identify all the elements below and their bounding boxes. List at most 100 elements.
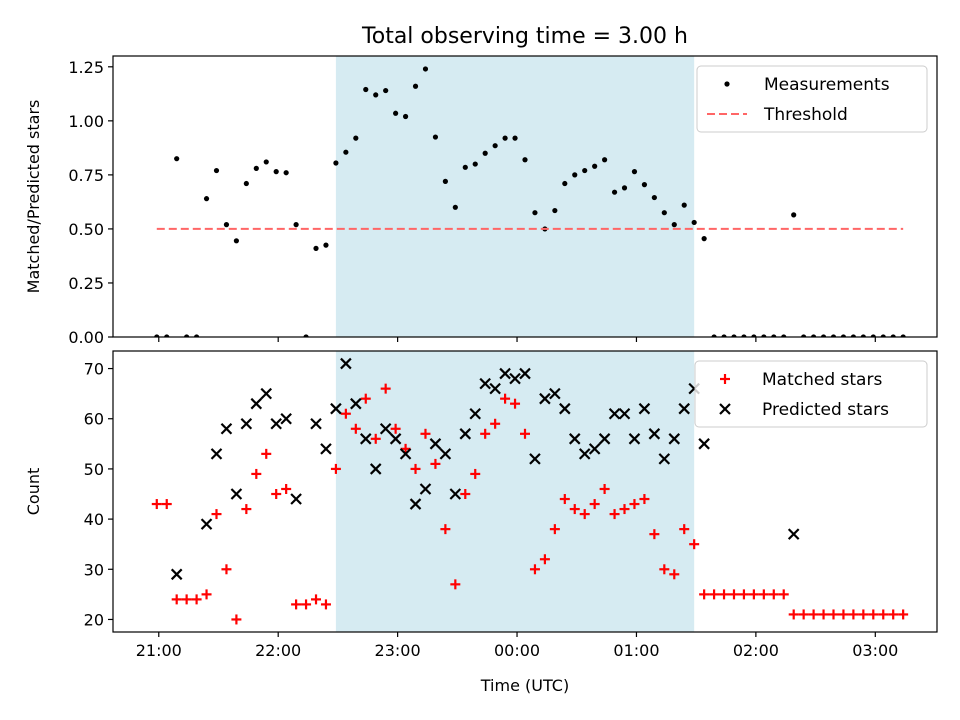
data-point-1-15 [350, 397, 362, 410]
data-point-1-50 [698, 438, 710, 450]
data-point-0-49 [641, 182, 648, 188]
data-point-0-71 [858, 609, 869, 620]
data-point-0-17 [323, 242, 329, 248]
data-point-1-0-b [170, 568, 183, 581]
data-point-0-42 [569, 504, 580, 515]
data-point-0-27 [422, 66, 429, 72]
data-point-1-10-b [290, 493, 302, 505]
data-point-1-41-b [608, 407, 621, 420]
data-point-1-17 [369, 463, 382, 475]
data-point-0-23 [383, 87, 389, 94]
data-point-0-39 [539, 554, 550, 565]
data-point-1-45-b [648, 428, 661, 440]
data-point-1-47 [668, 433, 681, 445]
data-point-0-16 [313, 245, 319, 251]
data-point-0-67 [820, 334, 827, 337]
data-point-1-46-b [658, 453, 671, 465]
y-tick-label-0: 20 [84, 610, 104, 629]
data-point-1-25-b [449, 488, 462, 500]
data-point-0-41 [559, 494, 570, 505]
data-point-1-44 [638, 402, 651, 415]
data-point-0-28 [432, 134, 439, 140]
data-point-1-39 [588, 443, 601, 455]
y-tick-label-1: 0.25 [68, 274, 104, 293]
legend-label-1: Predicted stars [762, 400, 889, 420]
data-point-0-44 [589, 499, 600, 510]
legend-label-0: Matched stars [762, 370, 882, 390]
data-point-0-20 [350, 423, 361, 434]
data-point-1-11 [310, 417, 322, 430]
y-tick-label-5: 70 [84, 360, 104, 379]
data-point-0-32 [472, 161, 478, 167]
legend-swatch-1-b [719, 403, 731, 415]
data-point-1-12-b [320, 443, 332, 455]
data-point-0-4 [193, 334, 200, 337]
data-point-0-12 [271, 489, 282, 500]
data-point-1-51-b [787, 528, 800, 540]
legend-swatch-0 [720, 374, 730, 384]
data-point-0-8 [233, 238, 239, 244]
data-point-0-46 [609, 509, 620, 520]
data-point-1-45 [648, 428, 661, 440]
y-tick-label-4: 1.00 [68, 112, 104, 131]
data-point-0-67 [818, 609, 829, 620]
data-point-1-28-b [479, 377, 491, 390]
data-point-1-42 [618, 407, 631, 420]
data-point-0-1 [161, 499, 172, 510]
legend-swatch-0 [724, 81, 730, 87]
data-point-1-38-b [578, 448, 591, 460]
data-point-0-74 [888, 609, 899, 620]
data-point-1-1 [200, 518, 213, 530]
legend-box [694, 360, 928, 428]
x-tick-label-6: 03:00 [852, 641, 898, 660]
data-point-0-62 [768, 589, 779, 600]
data-point-0-21 [360, 393, 371, 404]
data-point-1-31 [509, 372, 521, 385]
top-panel-ratio-chart: 0.00 0.25 0.50 0.75 1.00 1.25 Matched/Predicte… [24, 55, 938, 347]
data-point-0-17 [320, 599, 331, 610]
data-point-0-27 [420, 428, 431, 439]
data-point-0-69 [838, 609, 849, 620]
data-point-1-13-b [330, 402, 342, 415]
data-point-0-70 [850, 334, 857, 337]
data-point-0-24 [393, 110, 399, 116]
data-point-1-28 [479, 377, 491, 390]
shaded-observing-window [335, 351, 695, 632]
data-point-0-38 [529, 564, 540, 575]
data-point-1-30 [499, 367, 511, 380]
data-point-0-57 [719, 589, 730, 600]
data-point-0-63 [778, 589, 789, 600]
data-point-0-68 [828, 609, 839, 620]
data-point-0-56 [709, 589, 720, 600]
data-point-0-75 [900, 334, 906, 337]
data-point-1-31-b [509, 372, 521, 385]
data-point-1-26 [459, 428, 472, 440]
data-point-0-5 [201, 589, 212, 600]
data-point-0-7 [221, 564, 232, 575]
data-point-1-35-b [549, 387, 561, 400]
data-point-1-29 [489, 382, 501, 395]
x-axis-label: Time (UTC) [480, 676, 569, 695]
data-point-0-0 [151, 499, 162, 510]
data-point-0-60 [751, 334, 757, 337]
data-point-1-43 [628, 433, 641, 445]
data-point-0-43 [582, 167, 588, 174]
x-tick-label-2: 23:00 [375, 641, 421, 660]
data-point-1-50-b [698, 438, 710, 450]
data-point-1-32 [519, 367, 531, 380]
data-point-0-38 [532, 210, 538, 216]
data-point-0-66 [810, 334, 817, 337]
data-point-0-16 [311, 594, 322, 605]
data-point-1-22-b [419, 483, 432, 495]
data-point-0-9 [243, 180, 249, 187]
data-point-1-6-b [250, 397, 263, 410]
data-point-0-59 [741, 334, 747, 337]
y-tick-label-5: 1.25 [68, 58, 104, 77]
data-point-0-33 [480, 428, 491, 439]
data-point-0-32 [470, 468, 481, 479]
data-point-1-22 [419, 483, 432, 495]
axes-frame [112, 55, 938, 338]
data-point-0-13 [283, 170, 289, 176]
data-point-0-36 [512, 135, 518, 141]
